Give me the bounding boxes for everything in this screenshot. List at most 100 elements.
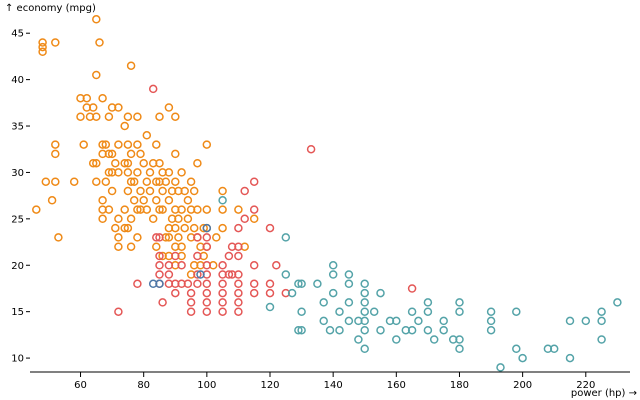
data-point [114, 307, 123, 316]
data-point [439, 325, 448, 335]
y-axis-ticks: 10 15 20 25 30 35 40 45 [11, 29, 30, 365]
data-point [414, 316, 423, 326]
data-point [95, 38, 104, 47]
data-point [354, 335, 363, 344]
data-point [164, 168, 174, 177]
data-point [218, 205, 227, 214]
data-point [32, 205, 41, 214]
data-point [129, 177, 139, 186]
data-point [114, 233, 123, 242]
data-point [111, 158, 120, 168]
data-point [155, 270, 164, 279]
data-point [133, 140, 142, 149]
data-point [186, 307, 196, 316]
data-point [51, 38, 60, 47]
data-point [265, 302, 275, 312]
data-point [193, 270, 202, 279]
data-point [189, 186, 199, 196]
data-point [297, 307, 306, 316]
data-point [392, 335, 401, 344]
data-point [202, 223, 212, 233]
x-tick-label: 220 [576, 380, 595, 391]
data-point [120, 158, 129, 168]
data-point [218, 288, 227, 298]
data-point [164, 261, 174, 270]
y-tick-label: 45 [11, 29, 24, 40]
data-point [164, 103, 174, 112]
data-point [186, 298, 196, 307]
data-point [152, 233, 161, 242]
data-point [111, 223, 120, 233]
data-point [306, 144, 316, 154]
data-point [455, 344, 464, 354]
data-point [183, 279, 193, 289]
data-point [145, 168, 155, 177]
plot-area [32, 15, 622, 372]
data-point [114, 140, 123, 149]
data-point [171, 288, 180, 298]
data-point [158, 186, 167, 196]
data-point [51, 177, 60, 186]
data-point [407, 284, 417, 293]
data-point [360, 279, 369, 289]
data-point [344, 316, 354, 326]
data-point [171, 149, 180, 159]
data-point [193, 158, 202, 168]
data-point [423, 298, 433, 307]
data-point [155, 279, 164, 289]
data-point [92, 112, 101, 121]
data-point [155, 112, 164, 121]
data-point [287, 288, 297, 298]
data-point [202, 307, 212, 316]
data-point [249, 279, 259, 289]
data-point [439, 316, 448, 326]
data-point [549, 344, 559, 354]
data-point [218, 307, 227, 316]
data-point [92, 177, 101, 186]
data-point [202, 205, 212, 214]
series-group [32, 15, 259, 279]
data-point [202, 233, 212, 242]
data-point [152, 177, 161, 186]
data-point [148, 84, 158, 94]
data-point [249, 177, 259, 186]
x-tick-label: 140 [324, 380, 343, 391]
data-point [177, 168, 186, 177]
data-point [104, 168, 114, 177]
data-point [249, 205, 259, 214]
data-point [335, 307, 344, 316]
data-point [155, 261, 164, 270]
data-point [218, 186, 227, 196]
data-point [328, 288, 338, 298]
data-point [249, 261, 259, 270]
data-point [234, 205, 243, 214]
data-point [136, 186, 145, 196]
data-point [265, 288, 275, 298]
data-point [142, 177, 152, 186]
data-point [98, 93, 107, 103]
data-point [126, 214, 136, 224]
data-point [202, 140, 212, 149]
data-point [155, 251, 164, 261]
data-point [234, 242, 243, 251]
data-point [202, 288, 212, 298]
data-point [234, 270, 243, 279]
x-tick-label: 160 [387, 380, 406, 391]
data-point [79, 140, 88, 149]
data-point [123, 158, 133, 168]
data-point [234, 223, 243, 233]
data-point [234, 279, 243, 289]
data-point [407, 325, 417, 335]
data-point [129, 196, 139, 205]
x-axis-ticks: 60 80 100 120 140 160 180 200 220 [74, 372, 595, 391]
data-point [193, 251, 202, 261]
data-point [455, 298, 464, 307]
data-point [158, 298, 167, 307]
data-point [218, 223, 227, 233]
data-point [174, 214, 183, 224]
data-point [186, 288, 196, 298]
data-point [597, 316, 606, 326]
data-point [107, 186, 117, 196]
